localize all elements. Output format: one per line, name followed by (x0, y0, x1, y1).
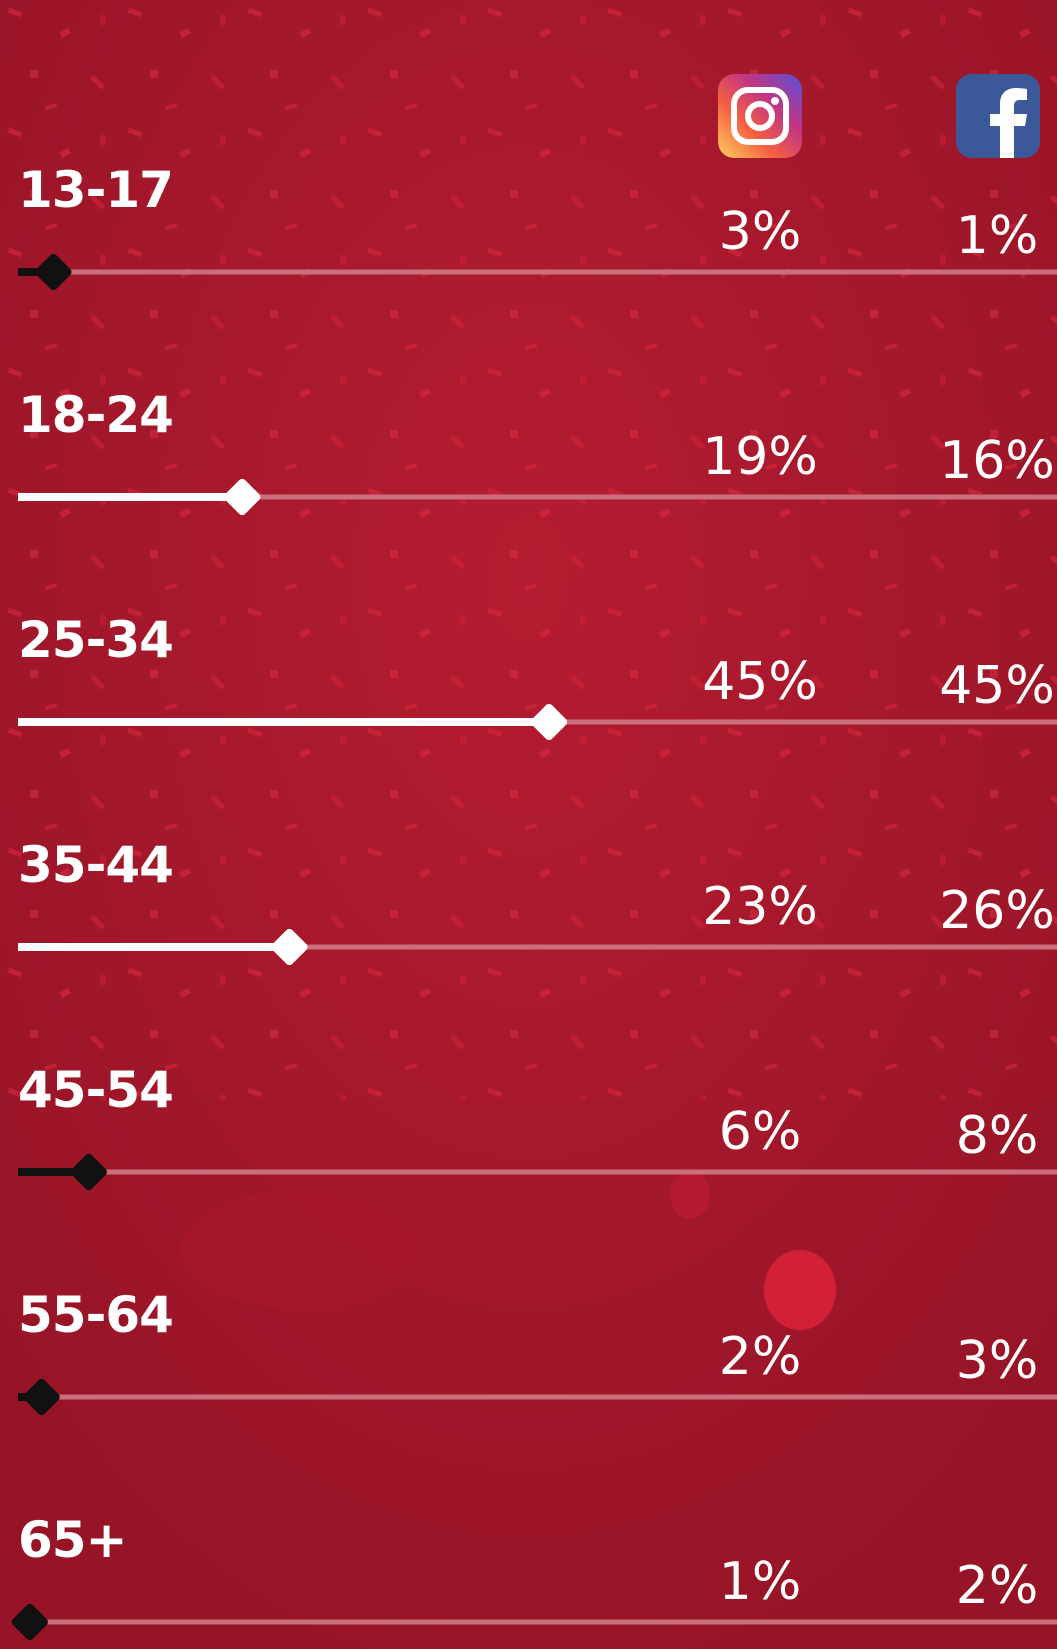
instagram-percent-label: 3% (718, 202, 802, 262)
age-label: 25-34 (18, 611, 174, 669)
instagram-percent-label: 45% (702, 652, 818, 712)
age-label: 45-54 (18, 1061, 174, 1119)
facebook-percent-label: 1% (955, 206, 1039, 266)
facebook-percent-label: 2% (955, 1556, 1039, 1616)
facebook-percent-label: 26% (939, 881, 1055, 941)
slider-knob[interactable] (69, 1152, 109, 1192)
slider-knob[interactable] (529, 702, 569, 742)
instagram-icon (718, 74, 802, 158)
facebook-percent-label: 45% (939, 656, 1055, 716)
instagram-percent-label: 2% (718, 1327, 802, 1387)
age-label: 35-44 (18, 836, 174, 894)
facebook-percent-label: 16% (939, 431, 1055, 491)
slider-knob[interactable] (10, 1602, 50, 1642)
instagram-percent-label: 23% (702, 877, 818, 937)
slider-knob[interactable] (22, 1377, 62, 1417)
age-label: 55-64 (18, 1286, 174, 1344)
age-label: 18-24 (18, 386, 174, 444)
instagram-percent-label: 19% (702, 427, 818, 487)
facebook-percent-label: 3% (955, 1331, 1039, 1391)
instagram-percent-label: 6% (718, 1102, 802, 1162)
slider-knob[interactable] (270, 927, 310, 967)
instagram-percent-label: 1% (718, 1552, 802, 1612)
age-label: 13-17 (18, 161, 174, 219)
slider-knob[interactable] (222, 477, 262, 517)
slider-knob[interactable] (34, 252, 74, 292)
facebook-icon (956, 74, 1040, 158)
facebook-percent-label: 8% (955, 1106, 1039, 1166)
age-label: 65+ (18, 1511, 127, 1569)
